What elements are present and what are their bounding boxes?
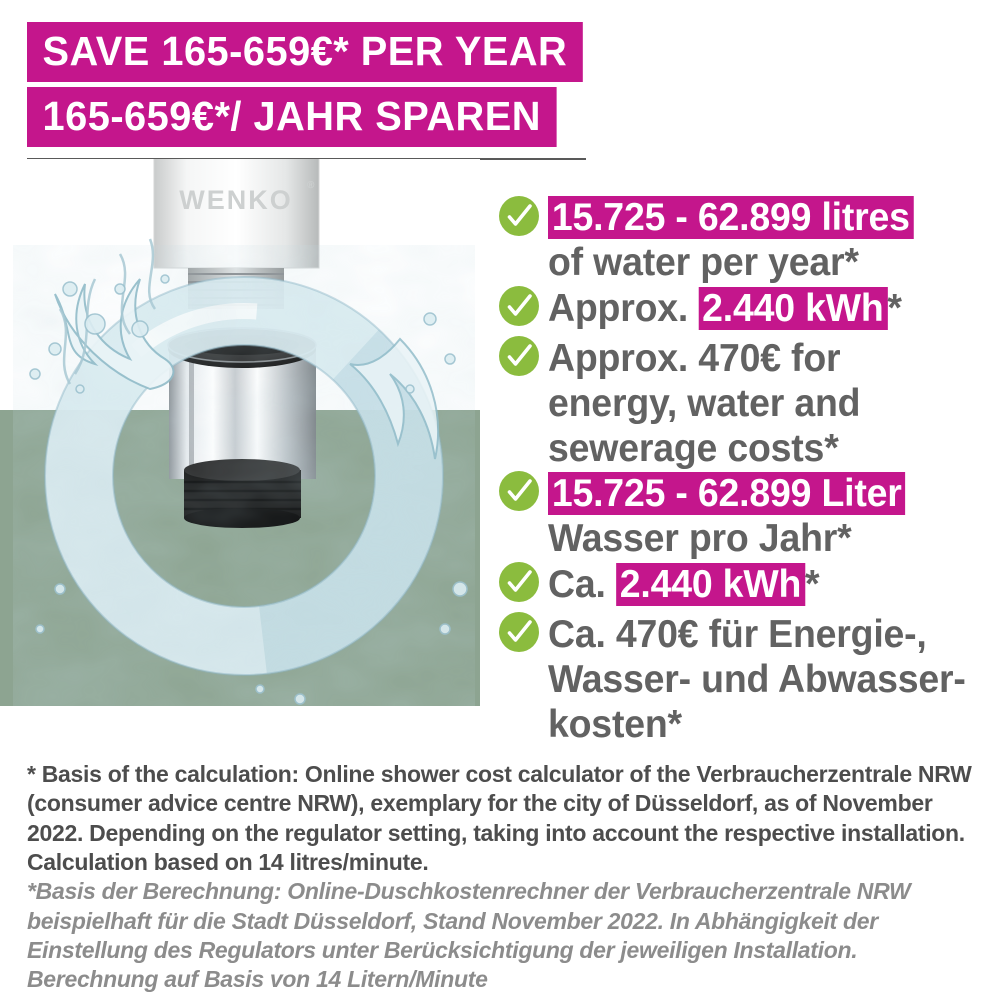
svg-text:WENKO: WENKO — [179, 185, 293, 215]
svg-text:®: ® — [307, 180, 315, 191]
